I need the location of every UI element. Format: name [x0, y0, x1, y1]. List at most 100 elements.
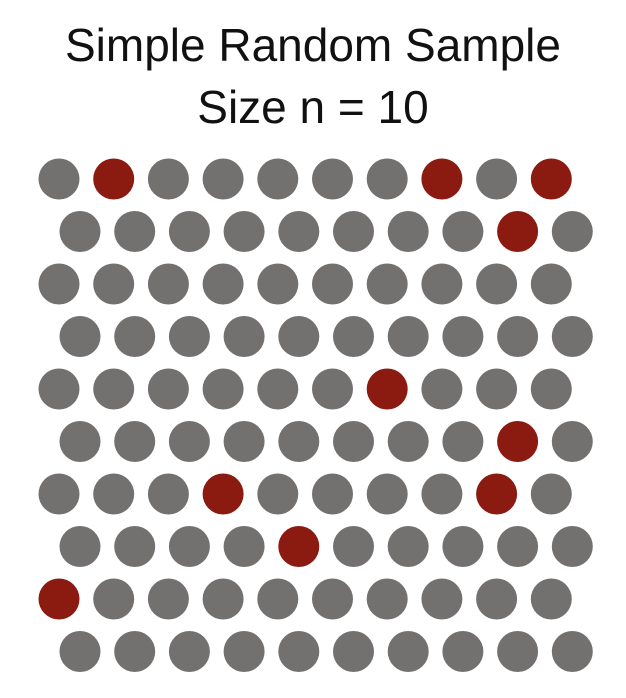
- population-unit-dot: [93, 578, 135, 620]
- population-unit-dot: [257, 578, 299, 620]
- population-unit-dot: [38, 368, 80, 410]
- sampled-unit-dot: [476, 473, 518, 515]
- population-unit-dot: [312, 473, 353, 515]
- population-unit-dot: [312, 578, 353, 620]
- population-unit-dot: [333, 211, 374, 252]
- population-unit-dot: [202, 263, 244, 305]
- population-unit-dot: [38, 158, 80, 200]
- population-unit-dot: [387, 421, 429, 462]
- population-unit-dot: [551, 316, 593, 357]
- population-unit-dot: [38, 263, 80, 305]
- population-unit-dot: [530, 263, 572, 305]
- population-unit-dot: [114, 211, 156, 252]
- population-unit-dot: [387, 316, 429, 357]
- population-unit-dot: [476, 368, 518, 410]
- population-unit-dot: [421, 368, 463, 410]
- sampled-unit-dot: [497, 421, 539, 462]
- population-unit-dot: [93, 368, 135, 410]
- population-unit-dot: [168, 421, 210, 462]
- population-unit-dot: [442, 526, 484, 567]
- population-unit-dot: [333, 631, 374, 672]
- population-unit-dot: [147, 473, 189, 515]
- population-unit-dot: [147, 158, 189, 200]
- population-unit-dot: [312, 263, 353, 305]
- population-unit-dot: [312, 158, 353, 200]
- population-unit-dot: [442, 316, 484, 357]
- sampled-unit-dot: [366, 368, 408, 410]
- population-unit-dot: [257, 158, 299, 200]
- population-unit-dot: [476, 158, 518, 200]
- sampled-unit-dot: [93, 158, 135, 200]
- population-unit-dot: [551, 211, 593, 252]
- population-unit-dot: [223, 526, 265, 567]
- population-unit-dot: [168, 211, 210, 252]
- population-unit-dot: [38, 473, 80, 515]
- population-unit-dot: [59, 631, 101, 672]
- population-unit-dot: [366, 473, 408, 515]
- sampled-unit-dot: [421, 158, 463, 200]
- sampled-unit-dot: [38, 578, 80, 620]
- population-unit-dot: [278, 316, 320, 357]
- population-unit-dot: [114, 631, 156, 672]
- population-unit-dot: [59, 316, 101, 357]
- sampled-unit-dot: [530, 158, 572, 200]
- population-unit-dot: [333, 316, 374, 357]
- population-unit-dot: [114, 526, 156, 567]
- population-unit-dot: [223, 316, 265, 357]
- population-unit-dot: [168, 526, 210, 567]
- population-unit-dot: [530, 473, 572, 515]
- population-unit-dot: [59, 421, 101, 462]
- population-unit-dot: [366, 578, 408, 620]
- population-unit-dot: [257, 368, 299, 410]
- population-unit-dot: [147, 263, 189, 305]
- population-unit-dot: [312, 368, 353, 410]
- population-unit-dot: [476, 263, 518, 305]
- sampled-unit-dot: [497, 211, 539, 252]
- population-unit-dot: [551, 421, 593, 462]
- population-unit-dot: [476, 578, 518, 620]
- sampled-unit-dot: [278, 526, 320, 567]
- population-unit-dot: [59, 211, 101, 252]
- population-unit-dot: [114, 421, 156, 462]
- title-line-2: Size n = 10: [197, 81, 429, 133]
- population-unit-dot: [497, 631, 539, 672]
- population-unit-dot: [551, 631, 593, 672]
- population-unit-dot: [147, 368, 189, 410]
- population-unit-dot: [333, 421, 374, 462]
- population-unit-dot: [202, 368, 244, 410]
- population-unit-dot: [421, 578, 463, 620]
- population-unit-dot: [59, 526, 101, 567]
- population-unit-dot: [421, 263, 463, 305]
- population-unit-dot: [497, 316, 539, 357]
- population-unit-dot: [278, 211, 320, 252]
- population-unit-dot: [202, 158, 244, 200]
- population-unit-dot: [366, 263, 408, 305]
- population-unit-dot: [202, 578, 244, 620]
- population-unit-dot: [223, 631, 265, 672]
- diagram-title: Simple Random Sample Size n = 10: [0, 14, 626, 138]
- population-unit-dot: [387, 631, 429, 672]
- population-unit-dot: [530, 578, 572, 620]
- title-line-1: Simple Random Sample: [64, 19, 561, 71]
- population-unit-dot: [442, 631, 484, 672]
- population-unit-dot: [147, 578, 189, 620]
- population-unit-dot: [93, 473, 135, 515]
- population-unit-dot: [442, 421, 484, 462]
- population-unit-dot: [278, 631, 320, 672]
- population-unit-dot: [387, 211, 429, 252]
- population-unit-dot: [387, 526, 429, 567]
- population-unit-dot: [223, 211, 265, 252]
- population-unit-dot: [223, 421, 265, 462]
- population-unit-dot: [442, 211, 484, 252]
- population-unit-dot: [257, 473, 299, 515]
- population-unit-dot: [497, 526, 539, 567]
- population-unit-dot: [366, 158, 408, 200]
- population-unit-dot: [278, 421, 320, 462]
- population-unit-dot: [333, 526, 374, 567]
- sampled-unit-dot: [202, 473, 244, 515]
- population-unit-dot: [168, 316, 210, 357]
- population-unit-dot: [93, 263, 135, 305]
- population-unit-dot: [114, 316, 156, 357]
- population-unit-dot: [551, 526, 593, 567]
